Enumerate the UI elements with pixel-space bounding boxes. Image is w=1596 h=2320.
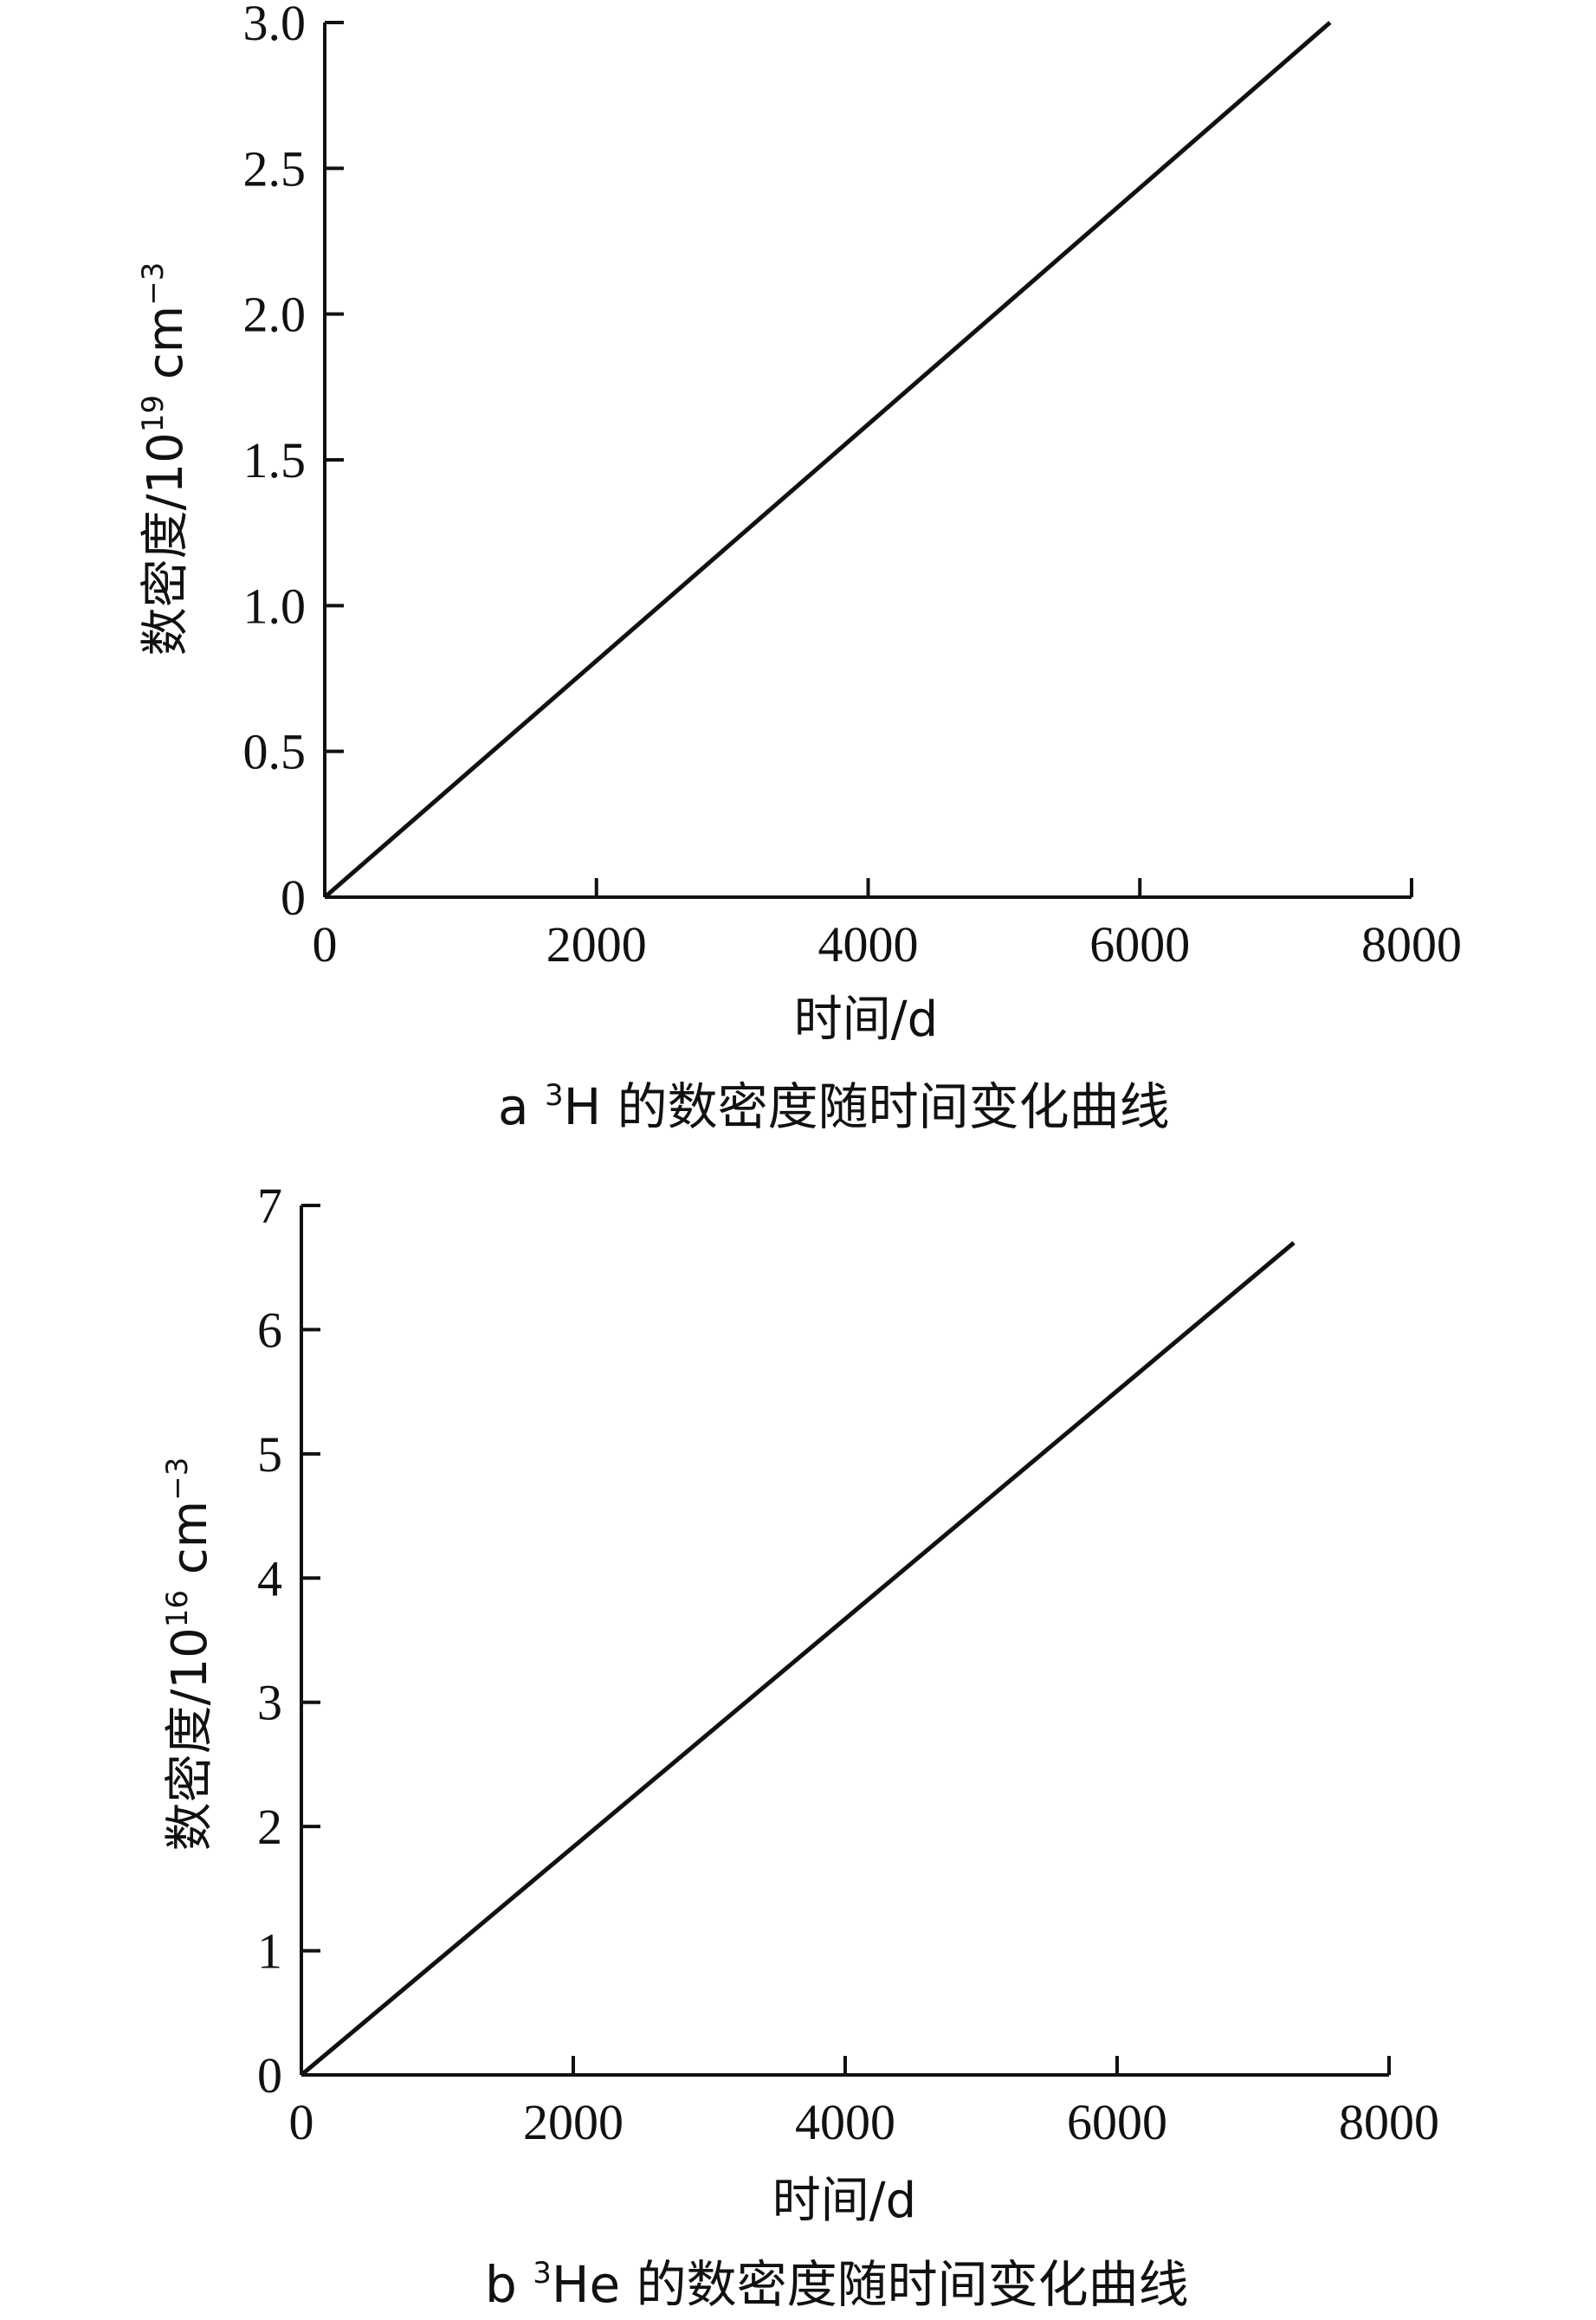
chart-a-y-tick-label: 3.0 bbox=[243, 0, 307, 51]
chart-b-ylabel: 数密度/1016 cm−3 bbox=[160, 1457, 218, 1851]
chart-b-ylabel-unit: cm bbox=[162, 1501, 218, 1590]
chart-a-x-tick-label: 2000 bbox=[546, 916, 647, 973]
chart-b-y-tick-label: 0 bbox=[257, 2047, 282, 2104]
chart-b-axes bbox=[300, 1205, 1389, 2077]
chart-b-y-tick-label: 2 bbox=[257, 1799, 282, 1855]
chart-b-xlabel: 时间/d bbox=[772, 2173, 916, 2229]
chart-a-x-tick-label: 0 bbox=[313, 916, 338, 973]
chart-b-x-tick-label: 8000 bbox=[1339, 2094, 1439, 2150]
chart-b-caption-rest: He 的数密度随时间变化曲线 bbox=[552, 2255, 1189, 2314]
chart-b-caption-super: 3 bbox=[533, 2256, 552, 2291]
chart-b-ylabel-exp: 16 bbox=[160, 1590, 195, 1627]
chart-a-y-tick-label: 1.5 bbox=[243, 432, 307, 488]
chart-a-caption-rest: H 的数密度随时间变化曲线 bbox=[564, 1077, 1170, 1136]
chart-b-y-tick-label: 5 bbox=[257, 1426, 282, 1483]
chart-a-x-tick-label: 4000 bbox=[818, 916, 919, 973]
chart-a-ylabel-exp: 19 bbox=[136, 395, 171, 432]
chart-a-series bbox=[323, 21, 1332, 899]
chart-a-y-tick-label: 2.5 bbox=[243, 140, 307, 197]
chart-a: 0 0.5 1.0 1.5 2.0 2.5 3.0 0 2000 4000 6000 8000 时间/… bbox=[136, 0, 1462, 1136]
chart-a-caption: a 3H 的数密度随时间变化曲线 bbox=[498, 1077, 1170, 1136]
chart-b-y-tick-label: 4 bbox=[257, 1550, 282, 1606]
chart-a-y-tick-label: 2.0 bbox=[243, 287, 307, 343]
chart-a-x-tick-label: 6000 bbox=[1089, 916, 1190, 973]
chart-a-y-tick-label: 1.0 bbox=[243, 578, 307, 634]
chart-b-y-tick-label: 6 bbox=[257, 1302, 282, 1358]
chart-b-series-line bbox=[300, 1241, 1296, 2077]
chart-b-caption: b 3He 的数密度随时间变化曲线 bbox=[485, 2255, 1189, 2314]
chart-b-x-tick-label: 6000 bbox=[1067, 2094, 1167, 2150]
chart-a-ylabel-unit-exp: −3 bbox=[136, 262, 171, 306]
chart-b-ylabel-unit-exp: −3 bbox=[160, 1457, 195, 1501]
chart-a-ylabel: 数密度/1019 cm−3 bbox=[136, 262, 194, 656]
chart-b-y-tick-label: 7 bbox=[257, 1178, 282, 1234]
chart-b-x-tick-label: 0 bbox=[289, 2094, 314, 2150]
chart-b-ticks: 0 1 2 3 4 5 6 7 0 2000 4000 6000 8000 bbox=[257, 1178, 1439, 2150]
chart-b-series bbox=[300, 1241, 1296, 2077]
chart-b-caption-prefix: b bbox=[485, 2255, 533, 2314]
chart-a-axes bbox=[323, 23, 1412, 899]
chart-b-x-tick-label: 4000 bbox=[795, 2094, 895, 2150]
chart-a-ylabel-unit: cm bbox=[138, 306, 194, 395]
chart-a-x-tick-label: 8000 bbox=[1361, 916, 1462, 973]
chart-a-ticks: 0 0.5 1.0 1.5 2.0 2.5 3.0 0 2000 4000 6000 8000 bbox=[243, 0, 1463, 973]
chart-b: 0 1 2 3 4 5 6 7 0 2000 4000 6000 8000 时间/d 数密度/1016 … bbox=[160, 1178, 1439, 2314]
chart-b-y-tick-label: 1 bbox=[257, 1923, 282, 1980]
chart-a-caption-prefix: a bbox=[498, 1077, 545, 1136]
chart-a-y-tick-label: 0.5 bbox=[243, 724, 307, 780]
chart-a-xlabel: 时间/d bbox=[794, 992, 938, 1048]
chart-a-series-line bbox=[323, 21, 1332, 899]
chart-b-x-tick-label: 2000 bbox=[523, 2094, 624, 2150]
chart-b-ylabel-main: 数密度/10 bbox=[162, 1627, 218, 1851]
chart-a-caption-super: 3 bbox=[545, 1078, 564, 1113]
chart-a-y-tick-label: 0 bbox=[281, 869, 306, 926]
chart-a-ylabel-main: 数密度/10 bbox=[138, 432, 194, 656]
chart-b-y-tick-label: 3 bbox=[257, 1675, 282, 1731]
